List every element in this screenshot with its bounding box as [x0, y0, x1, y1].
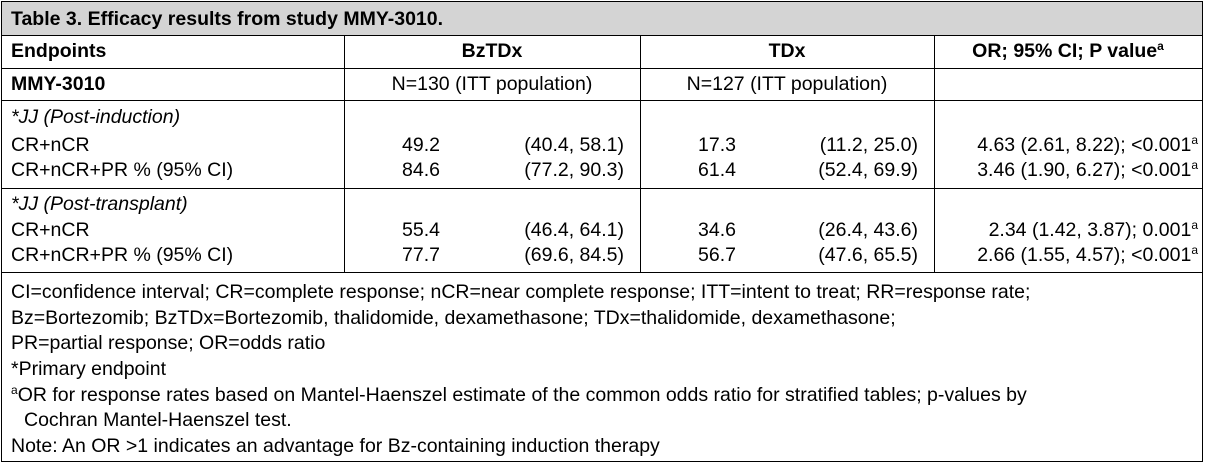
- rule-section2-bottom: [2, 272, 1202, 273]
- or-value: 2.34 (1.42, 3.87); 0.001a: [988, 218, 1198, 241]
- bztdx-value: 49.2: [402, 134, 440, 156]
- bztdx-ci: (69.6, 84.5): [524, 244, 624, 266]
- bztdx-n: N=130 (ITT population): [391, 73, 593, 95]
- footnote-abbreviations-2: Bz=Bortezomib; BzTDx=Bortezomib, thalido…: [11, 307, 896, 329]
- tdx-value: 56.7: [698, 244, 736, 266]
- rule-header-bottom: [2, 68, 1202, 69]
- table-title: Table 3. Efficacy results from study MMY…: [11, 8, 444, 30]
- tdx-ci: (26.4, 43.6): [818, 219, 918, 241]
- or-value: 3.46 (1.90, 6.27); <0.001a: [977, 158, 1198, 181]
- tdx-ci: (11.2, 25.0): [819, 134, 918, 156]
- bztdx-ci: (46.4, 64.1): [524, 219, 624, 241]
- tdx-ci: (47.6, 65.5): [818, 244, 918, 266]
- col-divider-1: [344, 35, 345, 273]
- col-divider-2: [640, 35, 641, 273]
- or-value: 4.63 (2.61, 8.22); <0.001a: [977, 133, 1198, 156]
- or-value: 2.66 (1.55, 4.57); <0.001a: [977, 243, 1198, 266]
- section-heading: *JJ (Post-induction): [11, 106, 181, 128]
- bztdx-value: 77.7: [402, 244, 440, 266]
- rule-section1-bottom: [2, 188, 1202, 189]
- table-title-bar: Table 3. Efficacy results from study MMY…: [2, 2, 1202, 36]
- tdx-value: 17.3: [698, 134, 736, 156]
- bztdx-value: 55.4: [402, 219, 440, 241]
- footnote-abbreviations-1: CI=confidence interval; CR=complete resp…: [11, 281, 1031, 303]
- study-label: MMY-3010: [11, 73, 106, 95]
- footnote-note: Note: An OR >1 indicates an advantage fo…: [11, 435, 660, 457]
- tdx-value: 61.4: [698, 159, 736, 181]
- row-label: CR+nCR+PR % (95% CI): [11, 159, 234, 181]
- col-divider-3: [934, 35, 935, 273]
- footnote-primary-endpoint: *Primary endpoint: [11, 358, 166, 380]
- footnote-a-line-1: aOR for response rates based on Mantel-H…: [11, 383, 1027, 406]
- footnote-a-line-2: Cochran Mantel-Haenszel test.: [24, 409, 292, 431]
- bztdx-ci: (77.2, 90.3): [524, 159, 624, 181]
- section-heading: *JJ (Post-transplant): [11, 193, 188, 215]
- rule-study-bottom: [2, 100, 1202, 101]
- tdx-ci: (52.4, 69.9): [818, 159, 918, 181]
- tdx-value: 34.6: [698, 219, 736, 241]
- footnote-abbreviations-3: PR=partial response; OR=odds ratio: [11, 332, 326, 354]
- header-endpoints: Endpoints: [11, 40, 107, 62]
- row-label: CR+nCR: [11, 219, 90, 241]
- bztdx-ci: (40.4, 58.1): [524, 134, 624, 156]
- tdx-n: N=127 (ITT population): [686, 73, 888, 95]
- header-bztdx: BzTDx: [461, 40, 523, 62]
- row-label: CR+nCR: [11, 134, 90, 156]
- bztdx-value: 84.6: [402, 159, 440, 181]
- header-or: OR; 95% CI; P valuea: [972, 39, 1164, 62]
- header-tdx: TDx: [768, 40, 806, 62]
- row-label: CR+nCR+PR % (95% CI): [11, 244, 234, 266]
